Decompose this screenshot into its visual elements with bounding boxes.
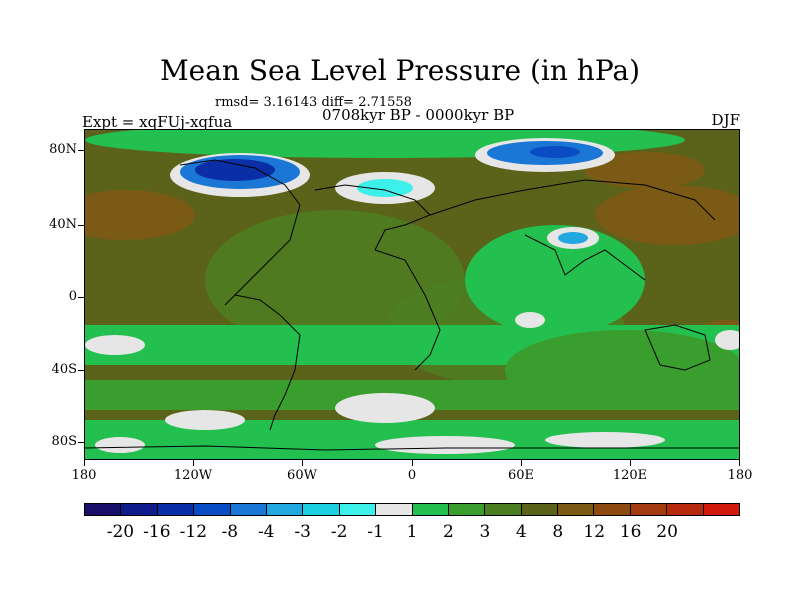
colorbar-label: -8 bbox=[221, 522, 239, 542]
lat-tick-label: 40N bbox=[49, 217, 77, 232]
colorbar-label: -1 bbox=[367, 522, 384, 542]
colorbar-label: -20 bbox=[106, 522, 135, 542]
lat-tick bbox=[78, 150, 84, 151]
colorbar-swatch bbox=[594, 504, 631, 515]
colorbar-swatch bbox=[703, 504, 740, 515]
anomaly-region bbox=[165, 410, 245, 430]
lon-tick-label: 60E bbox=[507, 468, 535, 483]
pressure-map-svg bbox=[85, 130, 739, 459]
colorbar-label: 4 bbox=[515, 522, 527, 542]
lat-tick bbox=[78, 297, 84, 298]
lat-tick-label: 80S bbox=[51, 434, 77, 449]
coastlines bbox=[85, 159, 739, 451]
stats-label: rmsd= 3.16143 diff= 2.71558 bbox=[215, 95, 412, 110]
colorbar-swatch bbox=[194, 504, 231, 515]
map-title: Mean Sea Level Pressure (in hPa) bbox=[159, 54, 641, 87]
lon-tick-label: 180 bbox=[71, 468, 97, 483]
colorbar-swatch bbox=[558, 504, 595, 515]
colorbar-swatch bbox=[157, 504, 195, 515]
colorbar-swatch bbox=[121, 504, 158, 515]
colorbar-label: 16 bbox=[619, 522, 642, 542]
lon-tick bbox=[84, 460, 85, 466]
anomaly-region bbox=[85, 190, 195, 240]
anomaly-region bbox=[195, 159, 275, 181]
pressure-map bbox=[84, 129, 740, 460]
colorbar-swatch bbox=[85, 504, 122, 515]
lat-tick-label: 0 bbox=[68, 289, 77, 304]
experiment-label: Expt = xqFUj-xqfua bbox=[82, 113, 233, 131]
colorbar-swatch bbox=[339, 504, 377, 515]
lon-tick bbox=[302, 460, 303, 466]
lon-tick-label: 120W bbox=[173, 468, 213, 483]
anomaly-region bbox=[545, 432, 665, 448]
lon-tick-label: 180 bbox=[727, 468, 753, 483]
anomaly-region bbox=[505, 330, 739, 410]
period-label: 0708kyr BP - 0000kyr BP bbox=[322, 106, 515, 124]
colorbar-swatch bbox=[266, 504, 304, 515]
season-label: DJF bbox=[711, 111, 740, 129]
lat-tick bbox=[78, 225, 84, 226]
colorbar-label: 12 bbox=[583, 522, 606, 542]
lat-tick bbox=[78, 370, 84, 371]
colorbar-swatch bbox=[630, 504, 668, 515]
colorbar bbox=[84, 503, 740, 516]
colorbar-label: 2 bbox=[443, 522, 454, 542]
colorbar-swatch bbox=[667, 504, 704, 515]
lon-tick bbox=[521, 460, 522, 466]
anomaly-region bbox=[585, 152, 705, 188]
colorbar-label: 8 bbox=[552, 522, 564, 542]
lon-tick-label: 120E bbox=[612, 468, 648, 483]
anomaly-region bbox=[715, 330, 739, 350]
anomaly-region bbox=[335, 393, 435, 423]
anomaly-region bbox=[95, 437, 145, 453]
anomaly-region bbox=[558, 232, 588, 244]
colorbar-swatch bbox=[521, 504, 559, 515]
lon-tick bbox=[412, 460, 413, 466]
anomaly-region bbox=[375, 436, 515, 454]
colorbar-label: 20 bbox=[656, 522, 678, 542]
colorbar-swatch bbox=[230, 504, 267, 515]
lat-tick-label: 40S bbox=[51, 362, 77, 377]
colorbar-swatch bbox=[412, 504, 449, 515]
colorbar-label: -4 bbox=[257, 522, 275, 542]
colorbar-label: 3 bbox=[479, 522, 491, 542]
colorbar-label: -3 bbox=[294, 522, 311, 542]
colorbar-swatch bbox=[376, 504, 413, 515]
lon-tick bbox=[193, 460, 194, 466]
anomaly-region bbox=[515, 312, 545, 328]
lon-tick-label: 60W bbox=[287, 468, 317, 483]
lat-tick bbox=[78, 442, 84, 443]
lon-tick bbox=[739, 460, 740, 466]
colorbar-swatch bbox=[485, 504, 522, 515]
lon-tick-label: 0 bbox=[407, 468, 417, 483]
colorbar-swatch bbox=[448, 504, 486, 515]
anomaly-region bbox=[357, 179, 413, 197]
colorbar-label: -16 bbox=[143, 522, 171, 542]
colorbar-swatch bbox=[303, 504, 340, 515]
colorbar-label: -12 bbox=[179, 522, 208, 542]
colorbar-label: -2 bbox=[330, 522, 348, 542]
lon-tick bbox=[630, 460, 631, 466]
anomaly-region bbox=[595, 185, 739, 245]
colorbar-label: 1 bbox=[406, 522, 418, 542]
anomaly-region bbox=[85, 335, 145, 355]
anomaly-region bbox=[530, 146, 580, 158]
lat-tick-label: 80N bbox=[49, 142, 77, 157]
